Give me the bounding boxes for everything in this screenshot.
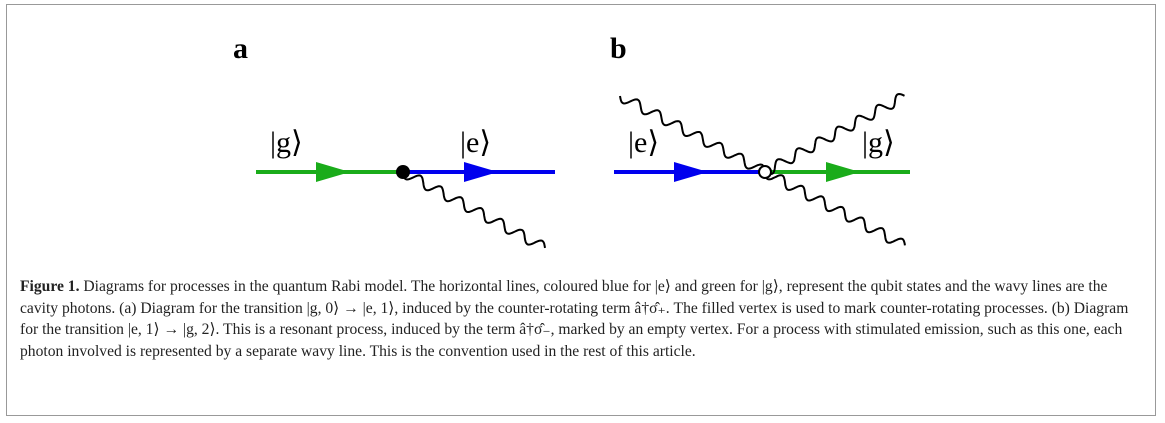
- filled-vertex: [396, 165, 410, 179]
- figure-frame: [6, 4, 1156, 416]
- panel-label: b: [610, 32, 627, 65]
- state-label: |e⟩: [460, 126, 491, 159]
- panel-label: a: [233, 32, 248, 65]
- arrow: [826, 162, 860, 182]
- photon-line: [764, 92, 905, 176]
- arrow: [674, 162, 708, 182]
- arrow: [316, 162, 350, 182]
- caption-label: Figure 1.: [20, 278, 80, 295]
- arrow: [464, 162, 498, 182]
- state-label: |g⟩: [862, 126, 895, 159]
- caption-text: Diagrams for processes in the quantum Ra…: [20, 278, 1129, 360]
- state-label: |g⟩: [270, 126, 303, 159]
- diagram: a b |g⟩ |e⟩ |e⟩ |g⟩: [233, 32, 910, 249]
- state-label: |e⟩: [628, 126, 659, 159]
- photon-line: [619, 95, 766, 171]
- photon-line: [402, 171, 546, 249]
- empty-vertex: [758, 165, 772, 179]
- caption: Figure 1. Diagrams for processes in the …: [20, 276, 1140, 362]
- photon-line: [764, 171, 906, 246]
